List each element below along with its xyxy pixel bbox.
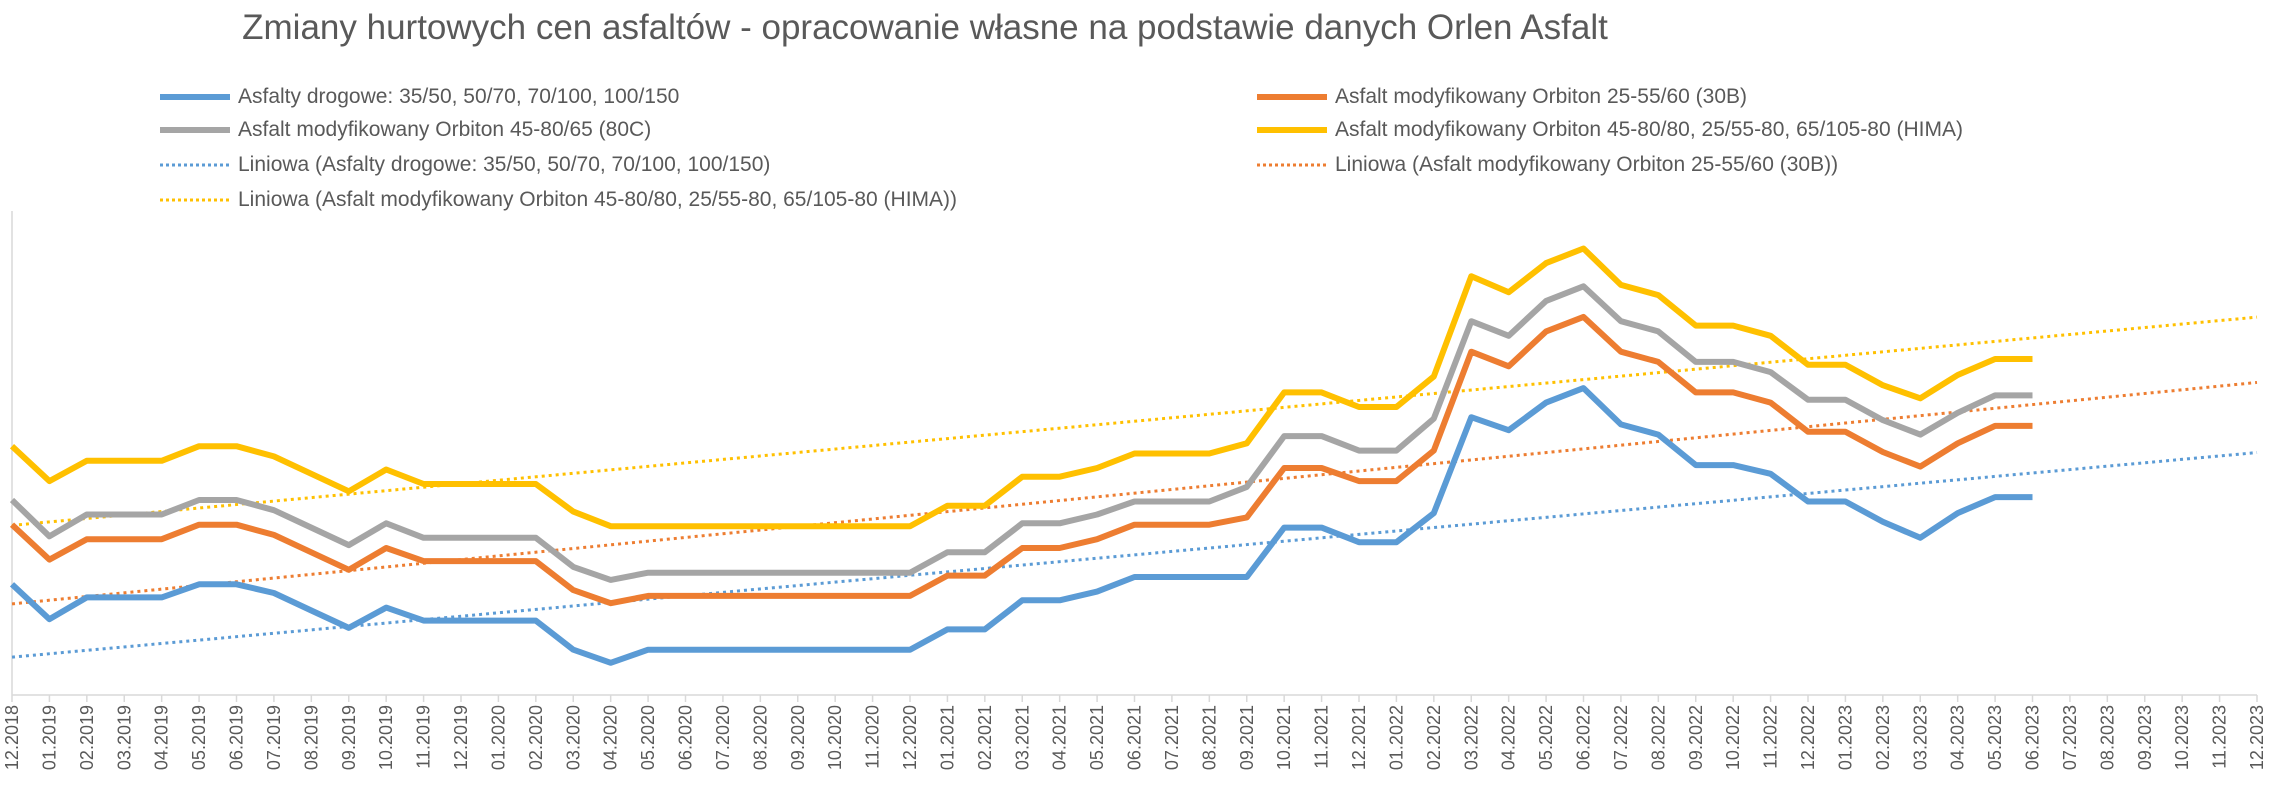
x-tick-label: 09.2019 — [339, 705, 359, 770]
x-tick-label: 06.2023 — [2023, 705, 2043, 770]
x-tick-label: 08.2020 — [750, 705, 770, 770]
x-tick-label: 12.2021 — [1349, 705, 1369, 770]
legend-label: Asfalt modyfikowany Orbiton 25-55/60 (30… — [1335, 85, 1748, 108]
x-tick-label: 03.2020 — [563, 705, 583, 770]
trendline-0 — [11, 451, 2258, 659]
x-tick-label: 06.2019 — [227, 705, 247, 770]
legend-label: Asfalt modyfikowany Orbiton 45-80/80, 25… — [1335, 118, 1963, 141]
x-tick-label: 02.2023 — [1873, 705, 1893, 770]
x-tick-label: 05.2020 — [638, 705, 658, 770]
legend-label: Liniowa (Asfalt modyfikowany Orbiton 45-… — [238, 188, 958, 211]
x-tick-label: 10.2021 — [1274, 705, 1294, 770]
x-tick-label: 04.2021 — [1050, 705, 1070, 770]
x-tick-label: 09.2023 — [2135, 705, 2155, 770]
x-tick-label: 05.2019 — [189, 705, 209, 770]
x-tick-label: 08.2023 — [2097, 705, 2117, 770]
x-tick-label: 07.2019 — [264, 705, 284, 770]
x-tick-label: 06.2021 — [1125, 705, 1145, 770]
x-tick-label: 03.2022 — [1461, 705, 1481, 770]
x-tick-label: 01.2021 — [937, 705, 957, 770]
x-tick-label: 07.2020 — [713, 705, 733, 770]
x-tick-label: 04.2022 — [1499, 705, 1519, 770]
x-tick-label: 02.2019 — [77, 705, 97, 770]
series-line-0 — [9, 385, 2033, 666]
x-tick-label: 02.2021 — [975, 705, 995, 770]
x-tick-label: 01.2019 — [39, 705, 59, 770]
x-tick-label: 10.2020 — [825, 705, 845, 770]
x-tick-label: 03.2023 — [1910, 705, 1930, 770]
x-tick-label: 01.2022 — [1386, 705, 1406, 770]
x-tick-label: 11.2023 — [2210, 705, 2230, 769]
chart-title: Zmiany hurtowych cen asfaltów - opracowa… — [242, 8, 1608, 47]
x-tick-label: 11.2022 — [1761, 705, 1781, 769]
x-tick-label: 08.2021 — [1199, 705, 1219, 770]
legend-label: Liniowa (Asfalt modyfikowany Orbiton 25-… — [1335, 153, 1839, 176]
x-tick-label: 09.2021 — [1237, 705, 1257, 770]
x-tick-label: 11.2021 — [1312, 705, 1332, 769]
x-tick-label: 10.2022 — [1723, 705, 1743, 770]
series-line-2 — [9, 283, 2033, 583]
x-tick-label: 05.2023 — [1985, 705, 2005, 770]
x-tick-label: 12.2019 — [451, 705, 471, 770]
x-tick-label: 03.2021 — [1012, 705, 1032, 770]
x-tick-label: 04.2020 — [601, 705, 621, 770]
x-tick-label: 10.2019 — [376, 705, 396, 770]
legend-line-icon — [160, 127, 230, 133]
x-tick-label: 12.2020 — [900, 705, 920, 770]
x-tick-label: 09.2020 — [788, 705, 808, 770]
x-tick-label: 08.2022 — [1648, 705, 1668, 770]
x-tick-label: 02.2020 — [526, 705, 546, 770]
x-tick-label: 01.2023 — [1835, 705, 1855, 770]
x-tick-label: 03.2019 — [114, 705, 134, 770]
legend-item-orbiton-30b: Asfalt modyfikowany Orbiton 25-55/60 (30… — [1257, 82, 1747, 112]
legend-line-icon — [1257, 94, 1327, 100]
trendline-1 — [11, 380, 2258, 606]
x-tick-label: 11.2019 — [414, 705, 434, 769]
x-tick-label: 04.2023 — [1948, 705, 1968, 770]
legend-label: Liniowa (Asfalty drogowe: 35/50, 50/70, … — [238, 153, 771, 176]
x-tick-label: 07.2022 — [1611, 705, 1631, 770]
legend-line-icon — [160, 94, 230, 100]
legend-label: Asfalt modyfikowany Orbiton 45-80/65 (80… — [238, 118, 652, 141]
legend-item-asfalty-drogowe: Asfalty drogowe: 35/50, 50/70, 70/100, 1… — [160, 82, 679, 112]
x-tick-label: 11.2020 — [863, 705, 883, 769]
trendline-2 — [11, 315, 2258, 527]
x-tick-label: 12.2023 — [2247, 705, 2267, 770]
x-tick-label: 02.2022 — [1424, 705, 1444, 770]
legend-label: Asfalty drogowe: 35/50, 50/70, 70/100, 1… — [238, 85, 680, 108]
x-tick-label: 07.2021 — [1162, 705, 1182, 770]
legend-item-orbiton-80c: Asfalt modyfikowany Orbiton 45-80/65 (80… — [160, 115, 651, 145]
x-tick-label: 07.2023 — [2060, 705, 2080, 770]
legend-item-orbiton-hima: Asfalt modyfikowany Orbiton 45-80/80, 25… — [1257, 115, 1963, 145]
legend-item-trend-orbiton-hima: Liniowa (Asfalt modyfikowany Orbiton 45-… — [160, 185, 957, 215]
series-line-3 — [9, 245, 2033, 530]
x-tick-label: 06.2020 — [676, 705, 696, 770]
x-tick-label: 12.2022 — [1798, 705, 1818, 770]
legend-line-icon — [1257, 127, 1327, 133]
x-tick-label: 01.2020 — [488, 705, 508, 770]
x-tick-label: 08.2019 — [301, 705, 321, 770]
series-line-1 — [9, 313, 2033, 607]
x-tick-label: 10.2023 — [2172, 705, 2192, 770]
x-tick-label: 05.2022 — [1536, 705, 1556, 770]
legend-item-trend-asfalty-drogowe: Liniowa (Asfalty drogowe: 35/50, 50/70, … — [160, 150, 770, 180]
x-tick-label: 06.2022 — [1574, 705, 1594, 770]
x-tick-label: 12.2018 — [2, 705, 22, 770]
x-tick-label: 05.2021 — [1087, 705, 1107, 770]
legend-item-trend-orbiton-30b: Liniowa (Asfalt modyfikowany Orbiton 25-… — [1257, 150, 1838, 180]
x-tick-label: 04.2019 — [152, 705, 172, 770]
x-tick-label: 09.2022 — [1686, 705, 1706, 770]
